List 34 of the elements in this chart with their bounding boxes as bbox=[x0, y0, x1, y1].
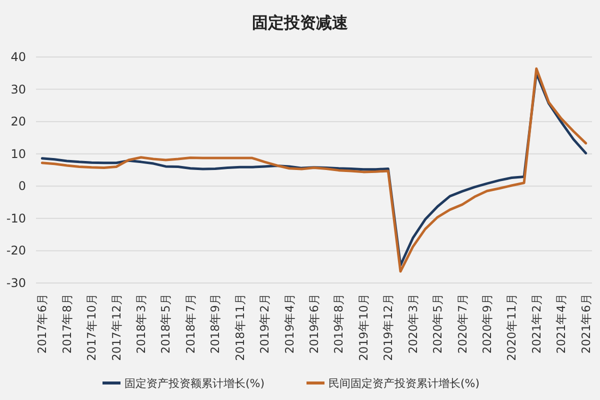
x-tick-label: 2020年5月 bbox=[430, 293, 445, 354]
x-tick-label: 2018年3月 bbox=[134, 293, 148, 354]
x-tick-label: 2021年4月 bbox=[554, 293, 568, 354]
x-tick-label: 2020年9月 bbox=[480, 293, 494, 354]
y-tick-label: 20 bbox=[10, 114, 26, 129]
y-tick-label: -10 bbox=[6, 211, 26, 226]
x-tick-label: 2019年6月 bbox=[307, 293, 321, 354]
x-tick-label: 2018年11月 bbox=[232, 293, 247, 361]
x-tick-label: 2018年5月 bbox=[158, 293, 173, 354]
legend-label: 固定资产投资额累计增长(%) bbox=[124, 377, 265, 390]
y-tick-label: 10 bbox=[10, 146, 26, 161]
y-tick-label: 0 bbox=[18, 179, 26, 194]
y-tick-label: 40 bbox=[10, 50, 26, 64]
x-tick-label: 2019年4月 bbox=[282, 293, 296, 354]
x-tick-label: 2018年9月 bbox=[208, 293, 222, 354]
x-tick-label: 2019年12月 bbox=[381, 293, 396, 361]
y-tick-label: 30 bbox=[10, 82, 26, 96]
x-tick-label: 2019年10月 bbox=[356, 293, 370, 361]
x-tick-label: 2021年6月 bbox=[578, 293, 593, 354]
x-tick-label: 2018年7月 bbox=[183, 293, 198, 354]
x-tick-label: 2017年8月 bbox=[60, 293, 74, 354]
x-tick-label: 2021年2月 bbox=[529, 293, 544, 354]
x-tick-label: 2020年7月 bbox=[455, 293, 470, 354]
x-tick-label: 2017年12月 bbox=[109, 293, 124, 361]
x-tick-label: 2020年11月 bbox=[504, 293, 519, 361]
x-tick-label: 2017年10月 bbox=[84, 293, 99, 361]
x-tick-label: 2019年2月 bbox=[258, 293, 272, 354]
y-tick-label: -30 bbox=[6, 276, 26, 290]
legend-label: 民间固定资产投资累计增长(%) bbox=[328, 377, 480, 390]
x-tick-label: 2019年8月 bbox=[332, 293, 346, 354]
x-tick-label: 2017年6月 bbox=[35, 293, 50, 354]
chart-title: 固定投资减速 bbox=[252, 13, 349, 32]
x-tick-label: 2020年3月 bbox=[406, 293, 420, 354]
y-tick-label: -20 bbox=[6, 244, 26, 258]
